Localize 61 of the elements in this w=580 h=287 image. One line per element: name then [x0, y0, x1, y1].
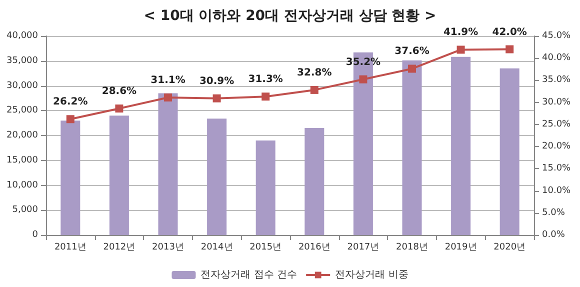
x-tick-label: 2017년 — [347, 242, 380, 252]
bar — [158, 93, 178, 235]
data-label: 30.9% — [199, 76, 234, 87]
y-tick-label: 5,000 — [12, 205, 38, 216]
data-label: 32.8% — [297, 67, 332, 78]
x-tick-label: 2014년 — [200, 242, 233, 252]
y-tick-label: 20,000 — [6, 130, 38, 140]
x-tick-label: 2018년 — [396, 242, 428, 252]
y2-tick-label: 25.0% — [542, 119, 572, 130]
point — [164, 93, 172, 102]
bar — [60, 120, 80, 235]
point — [310, 86, 318, 94]
y2-tick-label: 35.0% — [542, 75, 572, 86]
chart-title: < 10대 이하와 20대 전자상거래 상담 현황 > — [144, 8, 436, 24]
y-tick-label: 35,000 — [6, 56, 38, 66]
y-tick-label: 0 — [32, 230, 38, 240]
bar — [256, 140, 276, 235]
bar — [304, 128, 324, 235]
x-tick-label: 2013년 — [152, 242, 184, 252]
data-label: 42.0% — [492, 26, 527, 38]
y-tick-label: 40,000 — [6, 31, 38, 41]
y2-tick-label: 15.0% — [542, 164, 572, 174]
bar — [207, 118, 227, 235]
data-label: 35.2% — [346, 56, 381, 68]
y-tick-label: 15,000 — [6, 155, 38, 166]
x-tick-label: 2020년 — [494, 242, 526, 252]
bar — [500, 68, 520, 235]
y2-tick-label: 5.0% — [542, 208, 566, 218]
y2-tick-label: 40.0% — [542, 53, 572, 64]
x-tick-label: 2011년 — [54, 242, 86, 252]
y2-tick-label: 30.0% — [542, 97, 572, 108]
point — [66, 115, 74, 124]
point — [506, 45, 514, 54]
bar — [402, 60, 422, 235]
point — [408, 64, 416, 73]
x-tick-label: 2016년 — [298, 242, 330, 252]
point — [115, 104, 124, 113]
legend-label: 전자상거래 접수 건수 — [200, 270, 298, 280]
bar — [451, 56, 471, 235]
point — [212, 94, 221, 102]
bar — [109, 116, 129, 235]
data-label: 31.3% — [248, 74, 283, 86]
data-label: 37.6% — [394, 46, 430, 58]
y-tick-label: 10,000 — [6, 180, 38, 190]
x-tick-label: 2015년 — [250, 242, 282, 252]
point — [359, 75, 368, 84]
y2-tick-label: 45.0% — [542, 31, 572, 41]
y2-tick-label: 0.0% — [542, 230, 566, 240]
x-tick-label: 2019년 — [444, 242, 477, 252]
y-tick-label: 30,000 — [6, 80, 38, 91]
data-label: 28.6% — [102, 86, 137, 98]
y-tick-label: 25,000 — [6, 106, 38, 116]
x-tick-label: 2012년 — [103, 242, 136, 252]
legend-label: 전자상거래 비중 — [335, 270, 408, 280]
data-label: 41.9% — [443, 27, 478, 38]
data-label: 26.2% — [53, 96, 88, 108]
point — [456, 46, 465, 54]
data-label: 31.1% — [150, 74, 186, 86]
y2-tick-label: 20.0% — [542, 142, 572, 152]
point — [262, 92, 270, 101]
y2-tick-label: 10.0% — [542, 186, 572, 196]
